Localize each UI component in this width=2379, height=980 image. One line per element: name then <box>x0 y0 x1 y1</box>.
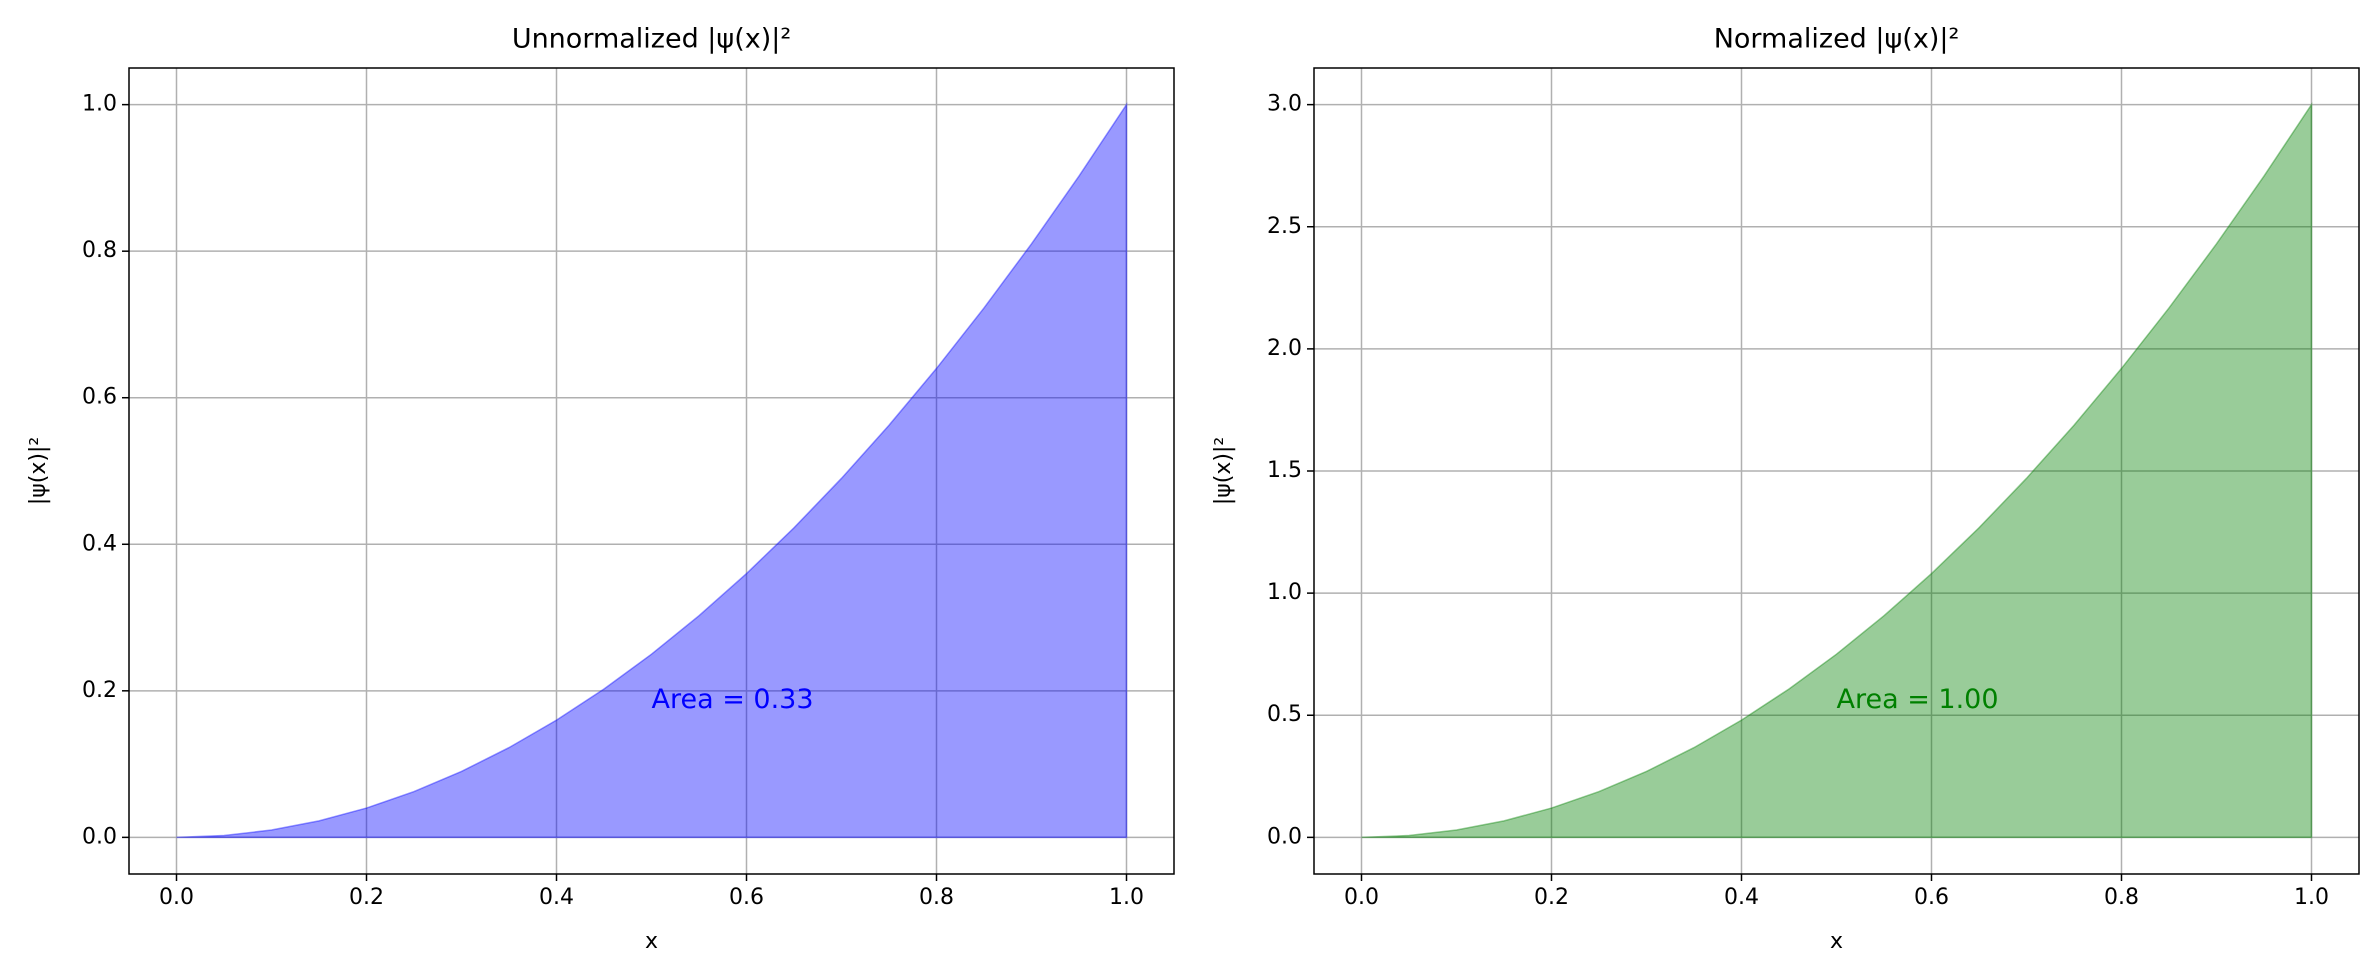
x-tick-label: 0.6 <box>729 885 764 910</box>
axes-frame <box>1313 67 2360 875</box>
x-tick-label: 1.0 <box>1109 885 1144 910</box>
axes-frame <box>128 67 1175 875</box>
y-tick-label: 1.5 <box>1267 458 1302 483</box>
y-tick-label: 0.0 <box>82 824 117 849</box>
y-tick-label: 0.8 <box>82 238 117 263</box>
y-tick-label: 1.0 <box>1267 580 1302 605</box>
x-tick-label: 1.0 <box>2294 885 2329 910</box>
x-tick-label: 0.0 <box>1344 885 1379 910</box>
area <box>1361 102 2313 839</box>
x-tick-label: 0.8 <box>2104 885 2139 910</box>
x-tick-label: 0.4 <box>539 885 574 910</box>
x-tick-label: 0.4 <box>1724 885 1759 910</box>
x-tick-label: 0.6 <box>1914 885 1949 910</box>
y-tick-label: 1.0 <box>82 92 117 117</box>
annotation: Area = 0.33 <box>652 684 814 715</box>
y-tick-label: 3.0 <box>1267 92 1302 117</box>
x-tick-label: 0.2 <box>1534 885 1569 910</box>
x-axis-label: x <box>645 929 658 954</box>
y-axis-label: |ψ(x)|² <box>1211 437 1236 505</box>
annotation: Area = 1.00 <box>1837 684 1999 715</box>
y-tick-label: 2.5 <box>1267 214 1302 239</box>
x-tick-label: 0.2 <box>349 885 384 910</box>
y-tick-label: 0.0 <box>1267 824 1302 849</box>
y-axis-label: |ψ(x)|² <box>26 437 51 505</box>
y-tick-label: 2.0 <box>1267 336 1302 361</box>
x-tick-label: 0.8 <box>919 885 954 910</box>
x-axis-label: x <box>1830 929 1843 954</box>
chart-title: Normalized |ψ(x)|² <box>1714 24 1960 55</box>
chart-title: Unnormalized |ψ(x)|² <box>512 24 791 55</box>
y-tick-label: 0.6 <box>82 385 117 410</box>
x-tick-label: 0.0 <box>159 885 194 910</box>
area <box>176 102 1128 839</box>
y-tick-label: 0.5 <box>1267 702 1302 727</box>
y-tick-label: 0.2 <box>82 678 117 703</box>
y-tick-label: 0.4 <box>82 531 117 556</box>
